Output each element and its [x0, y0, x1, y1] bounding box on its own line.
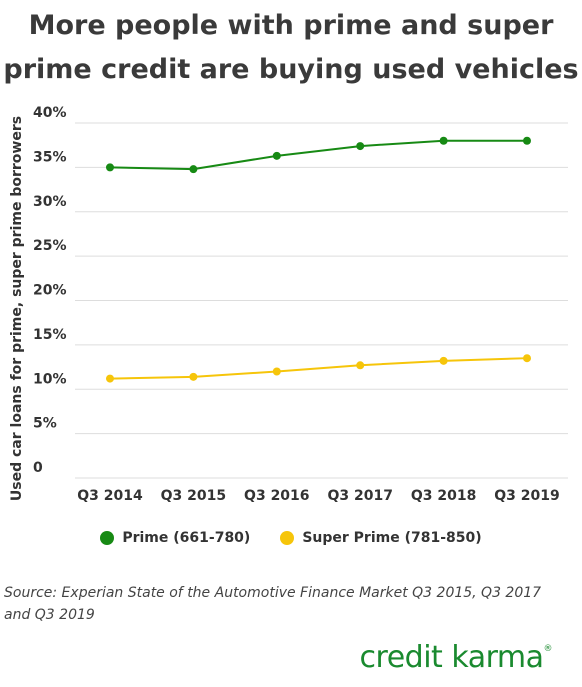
data-point — [189, 372, 198, 381]
data-point — [272, 367, 281, 376]
legend-label-super-prime: Super Prime (781-850) — [302, 530, 482, 546]
data-point — [272, 151, 281, 160]
data-point — [439, 136, 448, 145]
data-point — [189, 165, 198, 174]
x-tick-label: Q3 2018 — [411, 488, 476, 504]
data-point — [439, 356, 448, 365]
legend-marker-super-prime — [280, 531, 295, 545]
y-axis-label: Used car loans for prime, super prime bo… — [9, 116, 25, 501]
legend-item-prime: Prime (661-780) — [100, 530, 250, 546]
data-point — [523, 136, 531, 145]
data-point — [106, 374, 114, 383]
logo-text: credit karma — [359, 640, 544, 675]
y-tick-label: 15% — [33, 327, 67, 343]
data-point — [106, 163, 114, 172]
legend-item-super-prime: Super Prime (781-850) — [280, 530, 482, 546]
series-line — [109, 139, 527, 171]
chart-title-line-1: More people with prime and super — [28, 10, 554, 41]
y-tick-label: 0 — [33, 460, 43, 476]
x-tick-label: Q3 2016 — [244, 488, 309, 504]
line-chart: 0 5% 10% 15% 20% 25% 30% 35% 40% Q3 2014 Q3 2015 Q3… — [9, 105, 568, 504]
series-line — [109, 357, 528, 380]
source-note: Source: Experian State of the Automotive… — [4, 585, 542, 623]
credit-karma-logo: credit karma® — [359, 640, 553, 675]
chart-legend: Prime (661-780) Super Prime (781-850) — [0, 530, 582, 546]
chart-title-line-2: prime credit are buying used vehicles — [3, 54, 579, 85]
y-tick-label: 40% — [33, 105, 67, 121]
x-tick-label: Q3 2017 — [327, 488, 392, 504]
data-point — [356, 361, 365, 370]
legend-marker-prime — [100, 531, 115, 545]
x-tick-label: Q3 2014 — [77, 488, 143, 504]
legend-label-prime: Prime (661-780) — [122, 530, 251, 546]
y-tick-label: 5% — [33, 416, 57, 432]
x-tick-label: Q3 2015 — [161, 488, 226, 504]
data-point — [356, 142, 365, 151]
logo-registered-mark: ® — [543, 644, 553, 654]
x-tick-label: Q3 2019 — [494, 488, 559, 504]
data-point — [523, 354, 531, 363]
y-tick-label: 30% — [33, 194, 67, 210]
y-tick-label: 10% — [33, 371, 67, 387]
y-tick-label: 25% — [33, 238, 67, 254]
y-tick-label: 35% — [33, 149, 67, 165]
y-tick-label: 20% — [33, 283, 67, 299]
chart-title: More people with prime and super prime c… — [0, 4, 582, 92]
